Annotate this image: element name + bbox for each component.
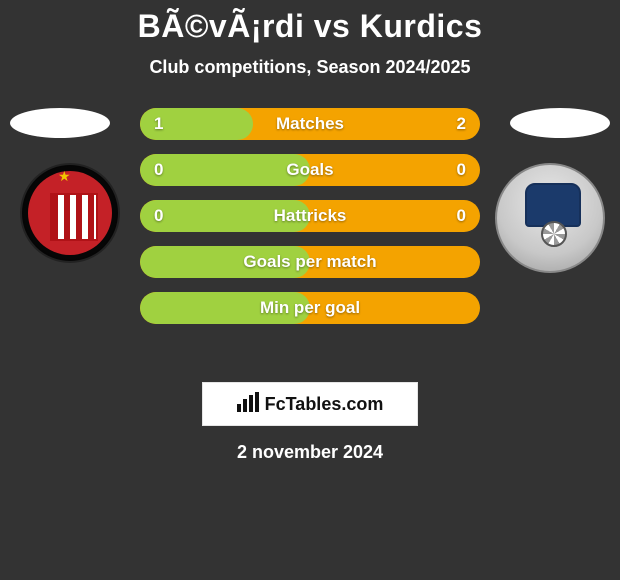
stat-label: Goals [140,160,480,180]
stat-bar-goals: Goals0 0 [140,154,480,186]
stat-label: Matches [140,114,480,134]
stat-left-value: 1 [154,114,163,134]
left-ellipse [10,108,110,138]
stat-bar-min_per_goal: Min per goal [140,292,480,324]
stat-label: Hattricks [140,206,480,226]
date-text: 2 november 2024 [0,442,620,463]
page-title: BÃ©vÃ¡rdi vs Kurdics [0,0,620,45]
stat-left-value: 0 [154,206,163,226]
star-icon: ★ [58,168,71,185]
stat-bar-hattricks: Hattricks0 0 [140,200,480,232]
stat-label: Goals per match [140,252,480,272]
away-club-badge [495,163,605,273]
stat-right-value: 0 [457,160,466,180]
brand-box[interactable]: FcTables.com [202,382,418,426]
brand-text: FcTables.com [265,394,384,415]
stat-bar-matches: Matches1 2 [140,108,480,140]
stat-bar-goals_per_match: Goals per match [140,246,480,278]
stat-right-value: 0 [457,206,466,226]
page-subtitle: Club competitions, Season 2024/2025 [0,57,620,78]
right-ellipse [510,108,610,138]
stat-label: Min per goal [140,298,480,318]
stat-right-value: 2 [457,114,466,134]
stat-left-value: 0 [154,160,163,180]
bar-chart-icon [237,392,259,417]
stats-bars: Matches12Goals00Hattricks00Goals per mat… [140,108,480,338]
